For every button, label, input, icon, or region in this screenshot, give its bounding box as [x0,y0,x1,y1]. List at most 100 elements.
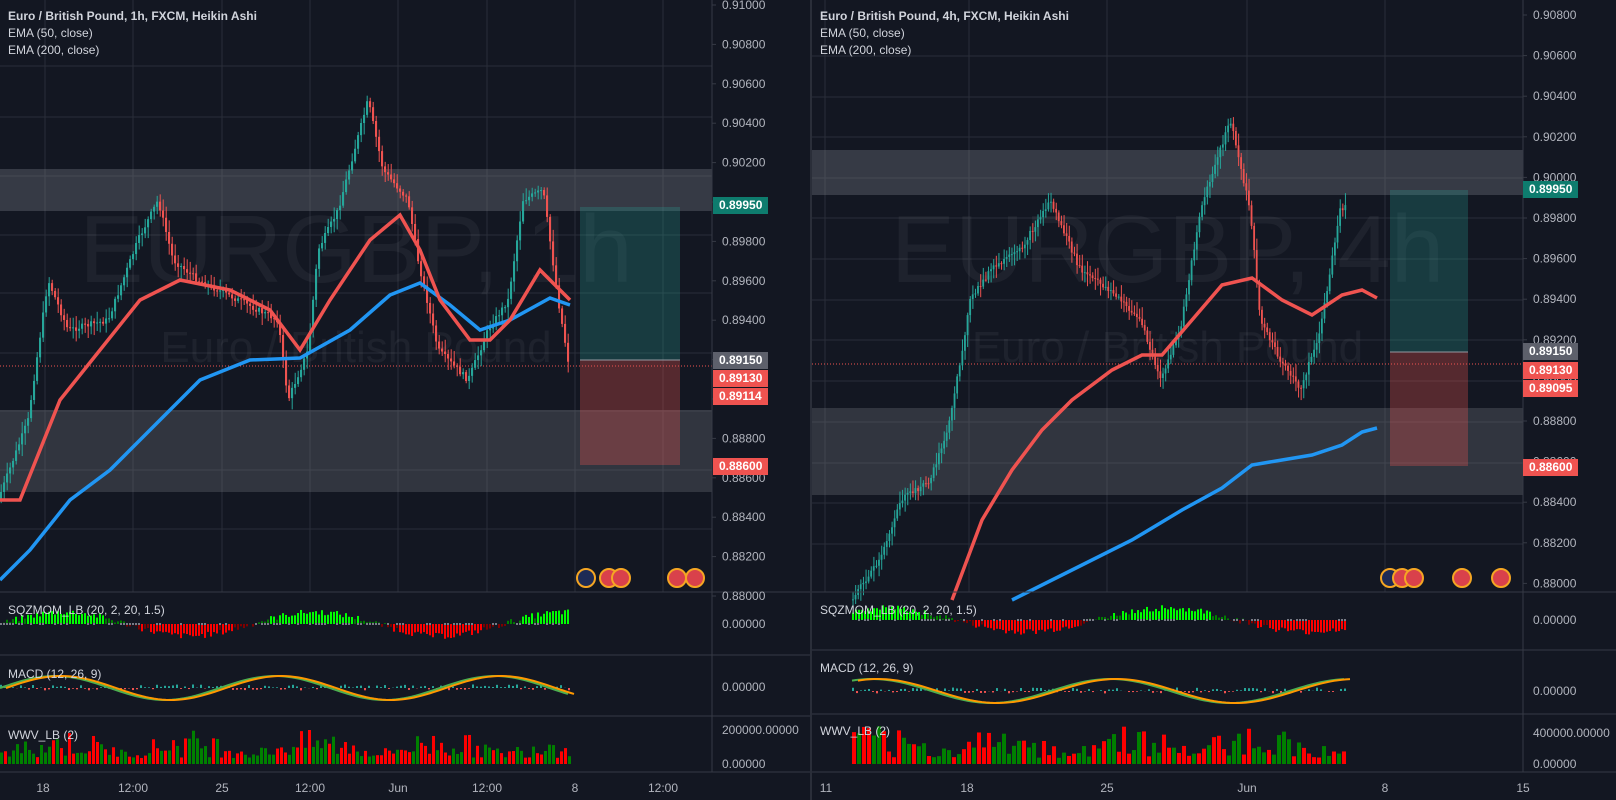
macd-bar [1224,691,1226,694]
candle-body [417,239,420,262]
candle-body [1122,301,1125,303]
sqz-bar [462,624,464,633]
sqz-dot [315,623,317,625]
panel-splitter[interactable] [810,0,812,800]
macd-bar [880,689,882,691]
indicator-tick-label: 0.00000 [1533,684,1577,698]
candle-body [1344,205,1347,211]
wwv-bar [1037,757,1041,764]
macd-bar [268,686,270,688]
candle-body [99,321,102,323]
sqz-bar [1209,611,1211,620]
sqz-bar [1311,620,1313,632]
macd-bar [996,688,998,691]
sqz-bar [168,624,170,633]
macd-bar [1140,690,1142,691]
sqz-bar [1227,618,1229,620]
candle-body [510,281,513,299]
candle-body [309,330,312,352]
macd-legend[interactable]: MACD (12, 26, 9) [820,661,914,675]
sqz-dot [1113,619,1115,621]
sqz-dot [1029,619,1031,621]
uk-flag-icon[interactable] [1491,568,1511,588]
sqz-bar [1149,611,1151,620]
candle-body [456,365,459,367]
candle-body [909,491,912,493]
sqz-dot [1167,619,1169,621]
sqzmom-legend[interactable]: SQZMOM_LB (20, 2, 20, 1.5) [820,603,977,617]
candle-body [1065,233,1068,236]
symbol-title[interactable]: Euro / British Pound, 1h, FXCM, Heikin A… [8,9,257,23]
candle-body [30,400,33,419]
macd-bar [256,688,258,690]
candle-body [462,372,465,375]
sqz-dot [309,623,311,625]
candle-body [1109,290,1112,292]
sqz-bar [1254,620,1256,624]
price-tick-label: 0.89800 [722,234,766,248]
candle-body [1300,387,1302,389]
candle-body [36,357,39,381]
uk-flag-icon[interactable] [1404,568,1424,588]
sqz-bar [165,624,167,632]
sqz-bar [858,609,860,620]
candle-body [1055,208,1058,213]
uk-flag-icon[interactable] [685,568,705,588]
uk-flag-icon[interactable] [667,568,687,588]
candle-body [243,299,246,301]
macd-bar [176,684,178,688]
candle-body [354,148,357,162]
candle-body [342,192,345,206]
candle-body [1188,280,1190,295]
sqz-bar [267,619,269,624]
macd-bar [508,684,510,688]
candle-body [3,482,6,492]
candle-body [867,576,870,582]
symbol-title[interactable]: Euro / British Pound, 4h, FXCM, Heikin A… [820,9,1069,23]
wwv-bar [1077,753,1081,764]
chart-panel-1h[interactable]: EURGBP, 1h Euro / British Pound 0.91000 0.9… [0,0,810,800]
wwv-bar [520,750,523,764]
candle-body [45,296,48,313]
ema50-legend[interactable]: EMA (50, close) [820,26,905,40]
sqz-dot [1221,619,1223,621]
macd-bar [1016,691,1018,692]
ema200-legend[interactable]: EMA (200, close) [8,43,100,57]
sqz-dot [9,623,11,625]
wwv-bar [280,747,283,764]
sqz-dot [552,623,554,625]
sqz-dot [39,623,41,625]
sqz-bar [444,624,446,639]
chart-panel-4h[interactable]: EURGBP, 4h Euro / British Pound 0.90800 0.9… [812,0,1616,800]
candle-body [891,527,893,534]
time-tick-label: 8 [1382,781,1389,795]
sqz-bar [351,616,353,624]
candle-body [1242,168,1245,184]
ema200-legend[interactable]: EMA (200, close) [820,43,912,57]
candle-body [1297,381,1300,388]
macd-legend[interactable]: MACD (12, 26, 9) [8,667,102,681]
eu-flag-icon[interactable] [576,568,596,588]
sqz-bar [123,621,125,624]
candle-body [315,268,318,300]
candle-body [159,201,162,211]
sqz-dot [369,623,371,625]
price-tick-label: 0.90600 [1533,49,1577,63]
ema50-legend[interactable]: EMA (50, close) [8,26,93,40]
candle-body [977,286,979,294]
wwv-bar [1297,742,1301,764]
candle-body [1023,244,1026,249]
wwv-bar [148,753,151,764]
wwv-legend[interactable]: WWV_LB (2) [820,724,891,738]
uk-flag-icon[interactable] [611,568,631,588]
candle-body [201,281,204,283]
macd-bar [948,690,950,691]
sqz-dot [1104,619,1106,621]
sqz-bar [954,620,956,623]
sqz-bar [1143,609,1145,620]
wwv-legend[interactable]: WWV_LB (2) [8,728,79,742]
uk-flag-icon[interactable] [1452,568,1472,588]
sqzmom-legend[interactable]: SQZMOM_LB (20, 2, 20, 1.5) [8,603,165,617]
